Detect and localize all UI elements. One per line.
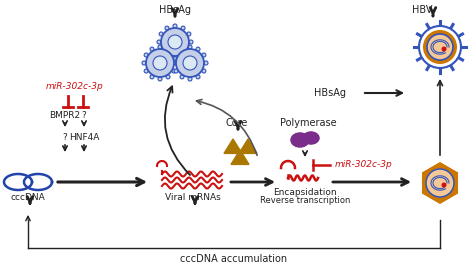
Circle shape [168,35,182,49]
Circle shape [180,47,184,51]
Circle shape [165,26,169,30]
Text: Polymerase: Polymerase [280,118,337,128]
Circle shape [423,30,457,64]
Circle shape [173,24,177,28]
Text: miR-302c-3p: miR-302c-3p [335,160,393,169]
Circle shape [426,169,454,197]
Circle shape [419,26,461,68]
Text: cccDNA accumulation: cccDNA accumulation [181,254,288,264]
Circle shape [427,34,453,60]
Text: HBsAg: HBsAg [159,5,191,15]
Text: BMPR2: BMPR2 [49,111,81,120]
Circle shape [204,61,208,65]
Circle shape [174,61,178,65]
Circle shape [153,56,167,70]
Text: HBsAg: HBsAg [314,88,346,98]
Circle shape [146,49,174,77]
Polygon shape [224,139,242,153]
Polygon shape [291,133,309,147]
Circle shape [173,56,177,60]
Circle shape [174,69,178,73]
Polygon shape [303,132,319,144]
Circle shape [165,54,169,58]
Circle shape [188,45,192,49]
Circle shape [196,47,200,51]
Text: ?: ? [82,111,86,120]
Circle shape [158,45,162,49]
Text: Encapsidation: Encapsidation [273,188,337,197]
Text: HBV: HBV [412,5,432,15]
Circle shape [166,75,170,79]
Text: Viral mRNAs: Viral mRNAs [165,193,221,202]
Circle shape [441,46,447,51]
Circle shape [159,48,163,52]
Circle shape [181,26,185,30]
Circle shape [161,28,189,56]
Circle shape [189,40,193,44]
FancyArrowPatch shape [165,86,190,175]
Circle shape [202,53,206,57]
Circle shape [183,56,197,70]
Circle shape [176,49,204,77]
Circle shape [188,77,192,81]
Circle shape [441,183,447,188]
Circle shape [150,47,154,51]
Circle shape [172,69,176,73]
Circle shape [159,32,163,36]
Polygon shape [239,139,257,153]
Circle shape [181,54,185,58]
Text: Reverse transcription: Reverse transcription [260,196,350,205]
Polygon shape [423,163,457,203]
Circle shape [174,53,178,57]
Circle shape [142,61,146,65]
Circle shape [158,77,162,81]
Circle shape [166,47,170,51]
Circle shape [172,61,176,65]
Circle shape [150,75,154,79]
Circle shape [172,53,176,57]
Text: miR-302c-3p: miR-302c-3p [46,82,104,91]
Circle shape [187,32,191,36]
Circle shape [180,75,184,79]
Circle shape [157,40,161,44]
FancyArrowPatch shape [197,100,257,155]
Circle shape [187,48,191,52]
Circle shape [196,75,200,79]
Circle shape [144,53,148,57]
Circle shape [202,69,206,73]
Text: ?: ? [63,133,67,142]
Text: cccDNA: cccDNA [10,193,46,202]
Circle shape [144,69,148,73]
Polygon shape [231,150,249,164]
Text: Core: Core [226,118,248,128]
Text: HNF4A: HNF4A [69,133,99,142]
